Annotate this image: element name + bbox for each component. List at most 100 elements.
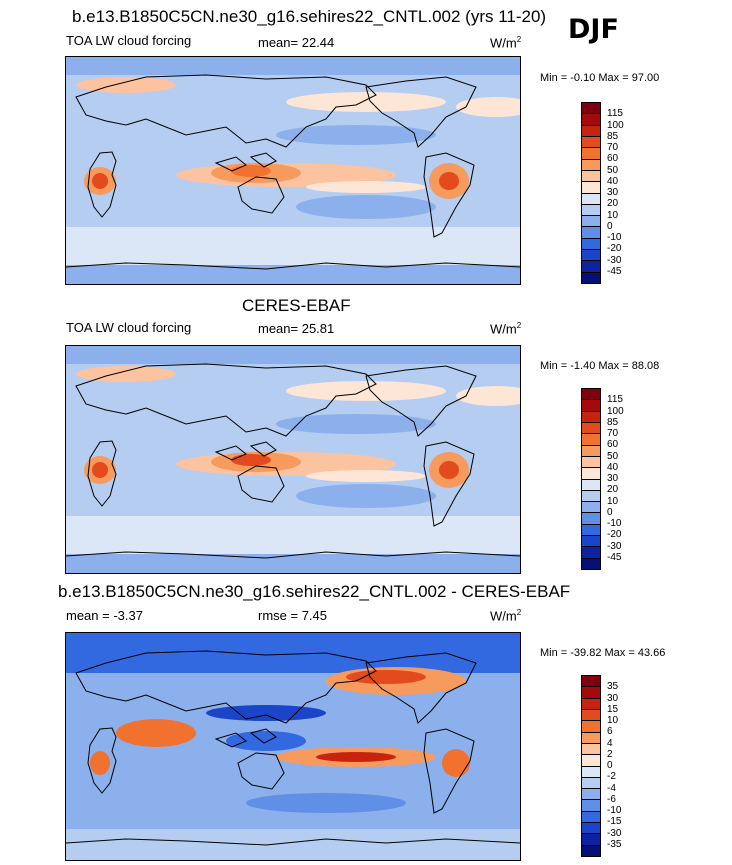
colorbar-label: -15 bbox=[607, 816, 622, 828]
colorbar-label: 10 bbox=[607, 495, 619, 507]
colorbar-swatch bbox=[582, 261, 600, 273]
colorbar-label: 4 bbox=[607, 737, 613, 749]
coastline-path bbox=[423, 728, 475, 814]
colorbar-label: 85 bbox=[607, 130, 619, 142]
panel1-minmax: Min = -0.10 Max = 97.00 bbox=[540, 72, 660, 84]
colorbar-label: -35 bbox=[607, 838, 622, 850]
colorbar-swatch bbox=[582, 227, 600, 239]
colorbar-swatch bbox=[582, 400, 600, 412]
field-band-antarctic bbox=[66, 554, 520, 573]
colorbar-swatch bbox=[582, 103, 600, 115]
coastline-path bbox=[214, 732, 247, 748]
colorbar-swatch bbox=[582, 182, 600, 194]
panel3-minmax: Min = -39.82 Max = 43.66 bbox=[540, 647, 666, 659]
panel1-variable: TOA LW cloud forcing bbox=[66, 33, 192, 48]
field-spcz bbox=[306, 470, 426, 482]
field-band-arctic bbox=[66, 57, 520, 75]
panel3-mean: mean = -3.37 bbox=[66, 608, 143, 623]
colorbar-swatch bbox=[582, 777, 600, 790]
field-africa-core bbox=[92, 173, 108, 189]
colorbar-swatch bbox=[582, 445, 600, 457]
diff-spcz-core bbox=[316, 752, 396, 762]
colorbar-label: 115 bbox=[607, 394, 623, 406]
field-storm-pacific bbox=[286, 381, 446, 401]
colorbar-swatch bbox=[582, 547, 600, 559]
colorbar-label: 6 bbox=[607, 726, 613, 738]
coastline-path bbox=[214, 445, 247, 461]
field-amazon-core bbox=[439, 461, 459, 479]
colorbar-label: 40 bbox=[607, 175, 619, 187]
panel1-units: W/m2 bbox=[490, 35, 522, 51]
colorbar-swatch bbox=[582, 732, 600, 744]
panel3-map bbox=[65, 632, 521, 861]
colorbar-label: 50 bbox=[607, 164, 619, 176]
colorbar-label: -6 bbox=[607, 793, 616, 805]
colorbar-swatch bbox=[582, 148, 600, 160]
colorbar-swatch bbox=[582, 159, 600, 171]
diff-indian-positive bbox=[116, 719, 196, 747]
coastline-path bbox=[75, 650, 377, 724]
field-subtropic-north bbox=[276, 125, 436, 145]
colorbar-swatch bbox=[582, 114, 600, 126]
coastline-path bbox=[66, 262, 520, 270]
panel2-units: W/m2 bbox=[490, 321, 522, 337]
coastline-path bbox=[365, 652, 477, 724]
panel1-title: b.e13.B1850C5CN.ne30_g16.sehires22_CNTL.… bbox=[72, 7, 547, 26]
field-subtropic-south bbox=[296, 195, 436, 219]
colorbar-label: -30 bbox=[607, 827, 622, 839]
colorbar-swatch bbox=[582, 216, 600, 228]
panel1-colorbar: 115 100 85 70 60 50 40 30 20 10 0 -10 -20 -30 -45 bbox=[581, 102, 624, 284]
coastline-path bbox=[249, 441, 277, 457]
colorbar-swatch bbox=[582, 468, 600, 480]
coastlines bbox=[66, 74, 520, 270]
colorbar-label: 60 bbox=[607, 153, 619, 165]
colorbar-swatch bbox=[582, 755, 600, 767]
panel3-title: b.e13.B1850C5CN.ne30_g16.sehires22_CNTL.… bbox=[58, 582, 571, 601]
panel3-map-svg bbox=[66, 633, 520, 860]
colorbar-label: -45 bbox=[607, 265, 622, 277]
coastline-path bbox=[66, 551, 520, 559]
coastline-path bbox=[75, 74, 377, 148]
colorbar-label: 50 bbox=[607, 450, 619, 462]
colorbar-label: 0 bbox=[607, 220, 613, 232]
coastline-path bbox=[249, 728, 277, 744]
coastline-path bbox=[87, 727, 117, 794]
field-band-southern bbox=[66, 516, 520, 556]
field-amazon-core bbox=[439, 172, 459, 190]
field-band-arctic bbox=[66, 346, 520, 364]
coastline-path bbox=[66, 838, 520, 846]
colorbar-swatch bbox=[582, 422, 600, 435]
panel3-units: W/m2 bbox=[490, 608, 522, 624]
colorbar-label: 115 bbox=[607, 108, 623, 120]
colorbar-swatch bbox=[582, 709, 600, 722]
colorbar-label: 100 bbox=[607, 119, 624, 131]
field-band-antarctic bbox=[66, 265, 520, 284]
colorbar-swatch bbox=[582, 789, 600, 801]
colorbar-label: 70 bbox=[607, 428, 619, 439]
diff-south-negative bbox=[246, 793, 406, 813]
colorbar-label: -30 bbox=[607, 254, 622, 266]
diff-warm-pool-negative bbox=[226, 731, 306, 751]
colorbar-swatch bbox=[582, 766, 600, 778]
field-subtropic-south bbox=[296, 484, 436, 508]
colorbar-label: 0 bbox=[607, 506, 613, 518]
colorbar-label: 85 bbox=[607, 416, 619, 428]
colorbar-swatch bbox=[582, 687, 600, 699]
field-storm-eurasia bbox=[76, 366, 176, 382]
field-band-southern bbox=[66, 227, 520, 267]
colorbar-box bbox=[581, 675, 601, 857]
colorbar-swatch bbox=[582, 136, 600, 149]
colorbar-label: 20 bbox=[607, 484, 619, 496]
colorbar-swatch bbox=[582, 456, 600, 469]
colorbar-label: -20 bbox=[607, 243, 622, 255]
coastline-path bbox=[87, 151, 117, 218]
colorbar-swatch bbox=[582, 811, 600, 824]
coastline-path bbox=[365, 365, 477, 437]
colorbar-label: 10 bbox=[607, 715, 619, 726]
colorbar-swatch bbox=[582, 558, 600, 569]
diff-africa-positive bbox=[90, 751, 110, 775]
colorbar-swatch bbox=[582, 698, 600, 710]
field-subtropic-north bbox=[276, 414, 436, 434]
colorbar-swatch bbox=[582, 125, 600, 137]
colorbar-label: 20 bbox=[607, 198, 619, 210]
